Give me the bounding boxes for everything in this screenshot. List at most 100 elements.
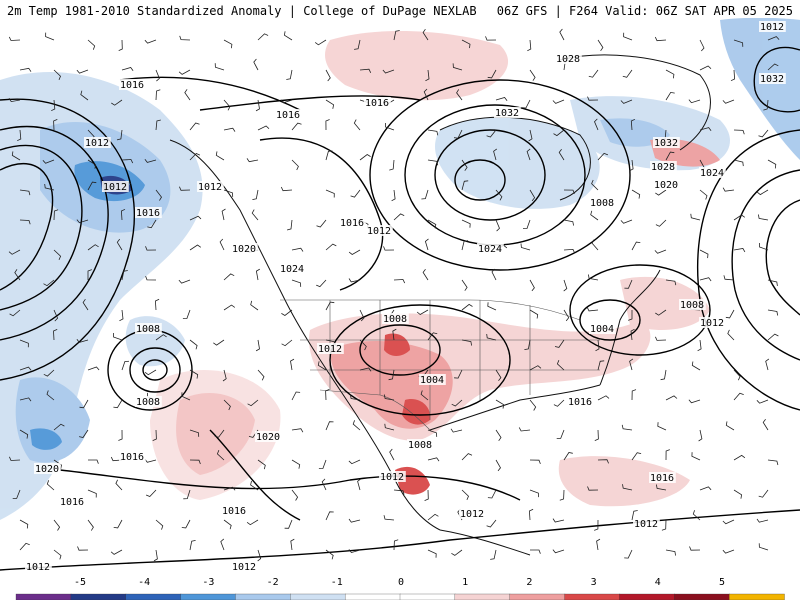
warm-anomaly-canada-north	[325, 30, 509, 101]
isobar-label: 1012	[634, 519, 658, 530]
isobar-label: 1024	[700, 168, 724, 179]
isobar-label: 1012	[103, 182, 127, 193]
isobar-label: 1008	[408, 440, 432, 451]
wind-barb	[529, 489, 539, 498]
isobar-label-bg	[679, 299, 706, 310]
wind-barb	[121, 270, 128, 281]
wind-barb	[121, 159, 134, 164]
wind-barb	[596, 538, 601, 551]
isobar-label: 1016	[120, 452, 144, 463]
wind-barb	[392, 328, 397, 341]
wind-barb	[563, 309, 570, 322]
wind-barb	[554, 339, 565, 348]
wind-barb	[518, 427, 531, 432]
wind-barb	[591, 179, 599, 191]
isobar-label: 1016	[340, 218, 364, 229]
wind-barb	[121, 67, 134, 71]
wind-barb	[246, 519, 259, 526]
wind-barb	[325, 119, 330, 131]
colorbar-tick-label: -2	[266, 577, 279, 588]
isobar-greenland-high	[753, 46, 800, 113]
wind-barb	[220, 538, 225, 551]
wind-barb	[524, 339, 531, 350]
wind-barb	[154, 298, 160, 311]
isobar-nw-1	[119, 76, 301, 111]
wind-barb	[155, 119, 161, 131]
isobar-label-bg	[364, 97, 391, 108]
isobar-label: 1012	[232, 562, 256, 573]
wind-barb	[350, 189, 361, 198]
wind-barb	[153, 549, 158, 562]
wind-barb	[520, 243, 531, 251]
wind-barb	[461, 159, 468, 171]
wind-barb	[727, 329, 735, 341]
cold-anomaly-hudson	[435, 117, 600, 209]
isobar-label: 1008	[136, 397, 160, 408]
wind-barb	[756, 399, 769, 404]
wind-barb	[631, 389, 637, 401]
isobar-canada-2	[259, 137, 384, 291]
wind-barb	[665, 449, 670, 461]
wind-barb	[495, 369, 502, 382]
wind-barb	[291, 122, 302, 131]
wind-barb	[314, 39, 327, 46]
wind-barb	[654, 36, 667, 42]
wind-barb	[348, 518, 361, 523]
cold-anomaly-northeast-corner	[720, 17, 800, 161]
wind-barb	[87, 181, 97, 191]
wind-barb	[9, 309, 21, 317]
wind-barb	[359, 309, 365, 322]
wind-barb	[665, 395, 678, 401]
wind-barb	[725, 309, 735, 319]
wind-barb	[427, 457, 440, 462]
wind-barb	[8, 36, 21, 41]
wind-barb	[391, 189, 396, 202]
wind-barb	[461, 39, 471, 49]
isobar-pacific-high-4	[0, 98, 135, 381]
wind-barb	[354, 39, 361, 50]
isobar-label-bg	[589, 197, 616, 208]
wind-barb	[588, 274, 599, 281]
isobar-label: 1012	[198, 182, 222, 193]
wind-barb	[597, 395, 610, 401]
isobar-label-bg	[650, 161, 677, 172]
wind-barb	[222, 369, 227, 382]
isobar-atlantic-high-3	[697, 129, 800, 411]
wind-barb	[733, 454, 746, 461]
wind-barb	[631, 189, 641, 199]
wind-barb	[486, 519, 497, 528]
wind-barb	[223, 99, 231, 111]
wind-barb	[113, 519, 123, 529]
wind-barb	[733, 489, 743, 499]
wind-barb	[421, 189, 429, 200]
wind-barb	[43, 369, 55, 377]
isobar-label-bg	[759, 21, 786, 32]
wind-barb	[189, 429, 200, 437]
wind-barb	[286, 219, 293, 231]
wind-barb	[116, 129, 123, 141]
isobar-label-bg	[567, 396, 594, 407]
wind-barb	[767, 159, 777, 169]
wind-barb	[189, 369, 199, 379]
wind-barb	[359, 367, 372, 372]
wind-barb	[214, 429, 225, 438]
warm-anomaly-atlantic	[620, 276, 710, 330]
isobar-label-bg	[699, 167, 726, 178]
wind-barb	[8, 249, 21, 255]
wind-barb	[665, 279, 677, 286]
wind-barb	[758, 489, 769, 498]
wind-barb	[181, 519, 191, 529]
colorbar-swatch	[728, 593, 785, 601]
wind-barb	[223, 486, 236, 491]
isobar-hudson-high-4	[369, 79, 631, 271]
wind-barb	[155, 334, 167, 341]
colorbar-tick-label: 1	[462, 577, 469, 588]
wind-barb	[19, 397, 32, 402]
wind-barb	[44, 183, 55, 191]
wind-barb	[767, 279, 778, 286]
wind-barb	[416, 309, 429, 315]
wind-barb	[631, 452, 642, 461]
wind-barb	[144, 39, 157, 44]
wind-barb	[284, 519, 293, 529]
wind-barb	[559, 489, 565, 501]
